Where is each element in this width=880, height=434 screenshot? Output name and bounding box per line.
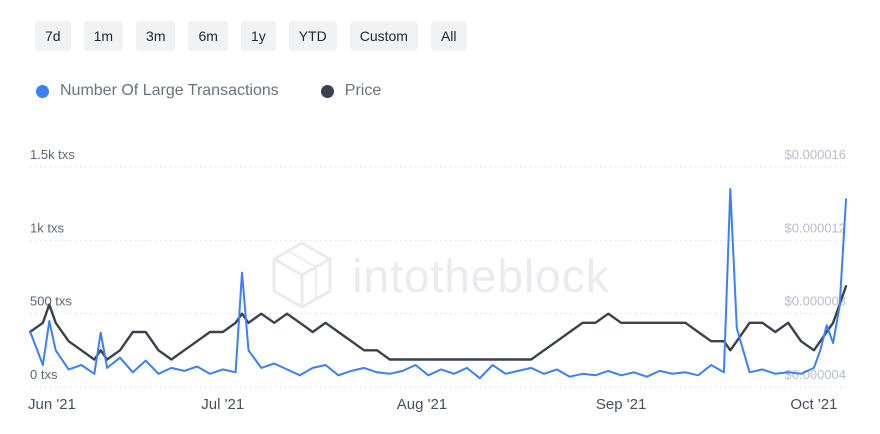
- legend-label-price: Price: [344, 82, 382, 99]
- range-button-custom[interactable]: Custom: [349, 21, 418, 51]
- chart-legend: Number Of Large Transactions Price: [0, 51, 880, 100]
- range-button-6m[interactable]: 6m: [188, 21, 228, 51]
- price-line: [28, 284, 848, 361]
- transactions-series-dot-icon: [36, 84, 49, 98]
- range-button-ytd[interactable]: YTD: [288, 21, 337, 51]
- range-button-1y[interactable]: 1y: [240, 21, 276, 51]
- right-axis-tick-label: $0.000016: [785, 147, 846, 162]
- left-axis-tick-label: 1k txs: [30, 220, 64, 235]
- right-axis-tick-label: $0.000004: [785, 367, 846, 382]
- left-axis-tick-label: 1.5k txs: [30, 147, 75, 162]
- x-axis-tick-label: Oct '21: [790, 396, 837, 413]
- range-button-3m[interactable]: 3m: [136, 21, 176, 51]
- time-range-toolbar: 7d 1m 3m 6m 1y YTD Custom All: [0, 0, 880, 51]
- range-button-7d[interactable]: 7d: [35, 21, 71, 51]
- transactions-line: [29, 188, 847, 380]
- x-axis-tick-label: Sep '21: [596, 396, 646, 413]
- price-series-dot-icon: [320, 84, 334, 98]
- right-axis-tick-label: $0.000012: [785, 220, 846, 235]
- left-axis-tick-label: 500 txs: [30, 294, 72, 309]
- x-axis-tick-label: Jul '21: [201, 396, 244, 413]
- legend-label-large-transactions: Number Of Large Transactions: [60, 82, 279, 99]
- x-axis-tick-label: Aug '21: [397, 396, 447, 413]
- x-axis-tick-label: Jun '21: [28, 396, 76, 413]
- legend-item-price[interactable]: Price: [320, 82, 382, 100]
- chart-canvas[interactable]: 0 txs $0.000004 500 txs $0.000008 1k txs $0.0…: [0, 137, 880, 421]
- range-button-all[interactable]: All: [430, 21, 467, 51]
- left-axis-tick-label: 0 txs: [30, 367, 58, 382]
- chart-area: 0 txs $0.000004 500 txs $0.000008 1k txs $0.0…: [0, 137, 880, 421]
- legend-item-large-transactions[interactable]: Number Of Large Transactions: [36, 82, 279, 100]
- range-button-1m[interactable]: 1m: [83, 21, 124, 51]
- right-axis-tick-label: $0.000008: [785, 294, 846, 309]
